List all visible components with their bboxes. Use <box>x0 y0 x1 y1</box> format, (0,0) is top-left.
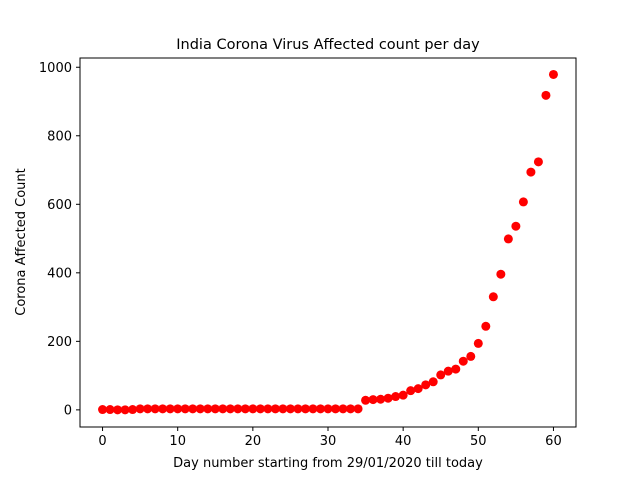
y-tick-label: 800 <box>47 129 72 144</box>
y-axis-label: Corona Affected Count <box>14 168 29 315</box>
data-point <box>150 404 160 414</box>
data-point <box>481 321 491 331</box>
data-point <box>285 404 295 414</box>
data-point <box>105 405 115 415</box>
data-point <box>503 234 513 244</box>
data-point <box>473 338 483 348</box>
data-point <box>398 390 408 400</box>
x-tick-label: 10 <box>169 434 186 449</box>
data-point <box>270 404 280 414</box>
data-point <box>413 384 423 394</box>
y-axis: 0 200 400 600 800 1000 <box>39 61 80 418</box>
x-tick-label: 40 <box>395 434 412 449</box>
data-point <box>383 393 393 403</box>
data-point <box>406 386 416 396</box>
data-point <box>541 90 551 100</box>
data-point <box>308 404 318 414</box>
data-point <box>436 370 446 380</box>
data-point <box>143 404 153 414</box>
data-point <box>278 404 288 414</box>
data-point <box>300 404 310 414</box>
data-point <box>225 404 235 414</box>
plot-area <box>79 57 577 428</box>
data-point <box>361 395 371 405</box>
data-point <box>113 405 123 415</box>
x-axis: 0 10 20 30 40 50 60 <box>98 427 562 449</box>
chart-title: India Corona Virus Affected count per da… <box>176 37 480 53</box>
x-tick-label: 60 <box>545 434 562 449</box>
data-point <box>548 69 558 79</box>
data-point <box>98 405 108 415</box>
data-point <box>248 404 258 414</box>
data-point <box>128 405 138 415</box>
data-point <box>451 364 461 374</box>
data-point <box>376 394 386 404</box>
data-point <box>323 404 333 414</box>
data-point <box>135 404 145 414</box>
data-point <box>458 356 468 366</box>
data-point <box>210 404 220 414</box>
data-point <box>195 404 205 414</box>
data-point <box>353 404 363 414</box>
data-points <box>98 69 558 415</box>
y-tick-label: 400 <box>47 266 72 281</box>
data-point <box>188 404 198 414</box>
data-point <box>218 404 228 414</box>
data-point <box>488 292 498 302</box>
data-point <box>338 404 348 414</box>
data-point <box>203 404 213 414</box>
data-point <box>158 404 168 414</box>
data-point <box>368 395 378 405</box>
data-point <box>293 404 303 414</box>
data-point <box>165 404 175 414</box>
y-tick-label: 1000 <box>39 61 72 76</box>
data-point <box>421 380 431 390</box>
data-point <box>391 392 401 402</box>
x-tick-label: 50 <box>470 434 487 449</box>
data-point <box>526 167 536 177</box>
data-point <box>443 366 453 376</box>
x-tick-label: 30 <box>320 434 337 449</box>
data-point <box>263 404 273 414</box>
data-point <box>496 269 506 279</box>
x-axis-label: Day number starting from 29/01/2020 till… <box>173 456 483 471</box>
data-point <box>240 404 250 414</box>
data-point <box>518 197 528 207</box>
data-point <box>346 404 356 414</box>
y-tick-label: 0 <box>64 403 72 418</box>
x-tick-label: 20 <box>245 434 262 449</box>
data-point <box>511 221 521 231</box>
data-point <box>120 405 130 415</box>
y-tick-label: 200 <box>47 335 72 350</box>
data-point <box>233 404 243 414</box>
data-point <box>466 351 476 361</box>
x-tick-label: 0 <box>98 434 106 449</box>
data-point <box>255 404 265 414</box>
data-point <box>315 404 325 414</box>
y-tick-label: 600 <box>47 198 72 213</box>
data-point <box>173 404 183 414</box>
data-point <box>331 404 341 414</box>
data-point <box>180 404 190 414</box>
data-point <box>428 377 438 387</box>
data-point <box>533 157 543 167</box>
